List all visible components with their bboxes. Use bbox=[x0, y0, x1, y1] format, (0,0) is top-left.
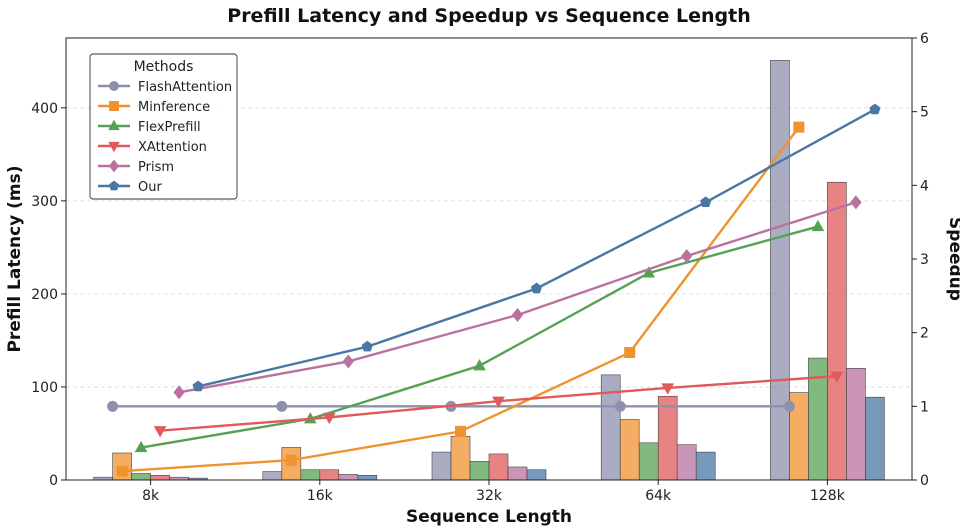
bar-xattention-32k bbox=[488, 453, 509, 481]
y-axis-left-title: Prefill Latency (ms) bbox=[5, 165, 25, 352]
x-tick-label-16k: 16k bbox=[307, 488, 334, 504]
x-tick-label-8k: 8k bbox=[142, 488, 160, 504]
x-tick-label-32k: 32k bbox=[476, 488, 503, 504]
legend-marker-our bbox=[108, 180, 120, 191]
y-left-tick-label: 200 bbox=[31, 287, 58, 303]
bar-minference-32k bbox=[450, 435, 471, 481]
point-flashattention-16k bbox=[276, 400, 288, 412]
bar-our-128k bbox=[865, 396, 885, 481]
point-prism-128k bbox=[850, 195, 862, 210]
point-flashattention-128k bbox=[783, 400, 795, 412]
point-minference-32k bbox=[455, 425, 466, 437]
bar-flexprefill-64k bbox=[638, 442, 659, 481]
y-left-tick-label: 300 bbox=[31, 194, 58, 210]
y-right-tick-label: 6 bbox=[920, 31, 929, 47]
point-prism-16k bbox=[342, 354, 354, 369]
bar-flexprefill-8k bbox=[131, 473, 151, 481]
point-minference-128k bbox=[793, 121, 805, 133]
point-xattention-8k bbox=[153, 426, 167, 438]
y-left-tick-label: 0 bbox=[49, 473, 58, 489]
chart-title: Prefill Latency and Speedup vs Sequence … bbox=[227, 5, 750, 27]
legend-marker-xattention bbox=[108, 141, 120, 153]
legend-marker-minference bbox=[109, 101, 119, 111]
point-minference-8k bbox=[116, 465, 128, 477]
point-xattention-16k bbox=[322, 412, 336, 425]
y-left-tick-label: 100 bbox=[31, 380, 58, 396]
point-xattention-64k bbox=[661, 383, 675, 395]
legend-label-our: Our bbox=[138, 180, 162, 195]
bar-prism-64k bbox=[676, 444, 697, 481]
bar-prism-32k bbox=[507, 466, 528, 481]
point-flashattention-64k bbox=[614, 400, 626, 412]
bar-our-16k bbox=[357, 475, 378, 481]
bar-prism-128k bbox=[846, 368, 866, 481]
bar-xattention-64k bbox=[657, 395, 678, 481]
axes-layer: 0 100 200 300 400 0 1 2 3 4 5 6 8k 16k 32k 64k 128k bbox=[31, 31, 929, 504]
point-flexprefill-64k bbox=[642, 266, 656, 278]
line-prism bbox=[178, 201, 857, 394]
y-left-tick-label: 400 bbox=[31, 101, 58, 117]
y-right-tick-label: 5 bbox=[920, 105, 929, 121]
bar-flashattention-16k bbox=[262, 471, 283, 481]
y-right-tick-label: 1 bbox=[920, 399, 929, 415]
bar-xattention-128k bbox=[827, 181, 847, 481]
point-our-8k bbox=[192, 380, 204, 392]
y-right-tick-label: 0 bbox=[920, 473, 929, 489]
point-our-64k bbox=[700, 196, 712, 208]
bar-our-64k bbox=[695, 451, 716, 481]
point-our-128k bbox=[869, 103, 881, 115]
legend-box bbox=[89, 53, 238, 200]
point-flexprefill-8k bbox=[134, 440, 148, 453]
legend-marker-flexprefill bbox=[108, 119, 120, 131]
bar-flexprefill-32k bbox=[469, 461, 490, 481]
y-right-tick-label: 3 bbox=[920, 252, 929, 268]
bar-flashattention-32k bbox=[431, 451, 452, 481]
point-our-16k bbox=[361, 340, 373, 352]
y-right-tick-label: 4 bbox=[920, 178, 929, 194]
legend-label-minference: Minference bbox=[138, 100, 210, 115]
point-prism-8k bbox=[173, 385, 185, 400]
bar-flashattention-64k bbox=[600, 374, 621, 481]
lines-layer bbox=[107, 103, 881, 477]
legend: Methods FlashAttention Minference FlexPrefi… bbox=[89, 53, 238, 200]
bar-flexprefill-16k bbox=[300, 469, 321, 481]
point-prism-32k bbox=[511, 307, 524, 323]
point-flexprefill-32k bbox=[473, 359, 486, 371]
legend-marker-prism bbox=[108, 159, 120, 173]
point-minference-64k bbox=[624, 347, 636, 359]
legend-label-flexprefill: FlexPrefill bbox=[138, 120, 201, 135]
point-flexprefill-128k bbox=[811, 219, 825, 232]
point-flashattention-8k bbox=[107, 400, 119, 412]
point-minference-16k bbox=[285, 454, 297, 466]
bar-xattention-16k bbox=[319, 469, 340, 481]
point-xattention-32k bbox=[492, 396, 505, 408]
y-right-tick-label: 2 bbox=[920, 326, 929, 342]
bar-prism-16k bbox=[338, 474, 359, 481]
point-our-32k bbox=[530, 282, 543, 294]
x-axis-title: Sequence Length bbox=[406, 507, 572, 527]
point-prism-64k bbox=[681, 249, 693, 264]
bar-minference-64k bbox=[619, 419, 640, 481]
x-tick-label-64k: 64k bbox=[645, 488, 672, 504]
bar-our-32k bbox=[526, 469, 547, 481]
y-axis-right-title: Speedup bbox=[945, 217, 960, 301]
x-tick-label-128k: 128k bbox=[810, 488, 846, 504]
point-xattention-128k bbox=[830, 371, 844, 383]
legend-label-xattention: XAttention bbox=[138, 140, 207, 155]
legend-label-flashattention: FlashAttention bbox=[138, 80, 232, 95]
bar-flashattention-128k bbox=[770, 60, 790, 481]
legend-marker-flashattention bbox=[109, 81, 119, 91]
bar-xattention-8k bbox=[150, 475, 170, 481]
legend-label-prism: Prism bbox=[138, 160, 174, 175]
legend-title: Methods bbox=[134, 59, 194, 75]
line-flexprefill bbox=[140, 225, 819, 449]
